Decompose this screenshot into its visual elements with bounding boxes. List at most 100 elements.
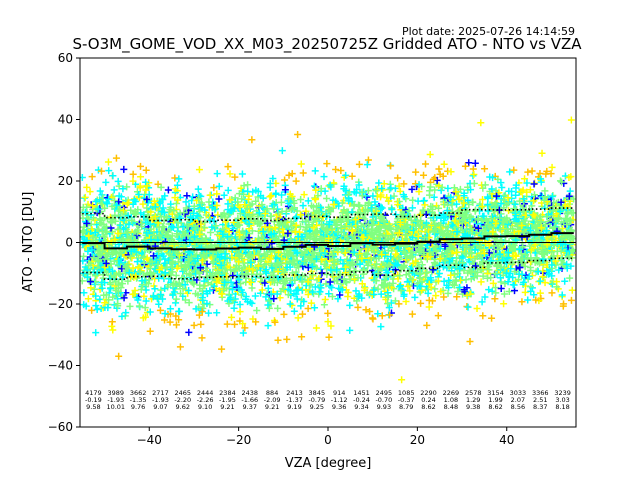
data-point	[244, 298, 252, 306]
data-point	[431, 285, 439, 293]
data-point	[196, 264, 204, 272]
data-point	[272, 235, 280, 243]
bin-stat-label: -0.19	[85, 396, 102, 404]
data-point	[422, 269, 430, 277]
data-point	[528, 271, 536, 279]
data-point	[382, 273, 390, 281]
data-point	[356, 260, 364, 268]
data-point	[311, 283, 319, 291]
data-point	[213, 309, 221, 317]
data-point	[302, 207, 310, 215]
data-point	[558, 178, 566, 186]
data-point	[206, 191, 214, 199]
bin-stat-label: 2578	[465, 389, 482, 397]
bin-stat-label: 2384	[219, 389, 236, 397]
data-point	[384, 263, 392, 271]
data-point	[372, 187, 380, 195]
data-point	[213, 278, 221, 286]
data-point	[284, 291, 292, 299]
data-point	[496, 214, 504, 222]
data-point	[565, 192, 573, 200]
y-tick-label: −60	[48, 420, 73, 434]
data-point	[146, 327, 154, 335]
data-point	[395, 229, 403, 237]
data-point	[541, 187, 549, 195]
data-point	[548, 261, 556, 269]
data-point	[564, 230, 572, 238]
lower-std-line	[82, 257, 574, 281]
data-point	[185, 328, 193, 336]
data-point	[400, 180, 408, 188]
data-point	[492, 289, 500, 297]
data-point	[440, 217, 448, 225]
data-point	[500, 300, 508, 308]
data-point	[491, 270, 499, 278]
data-point	[385, 197, 393, 205]
data-point	[521, 262, 529, 270]
bin-stat-label: 8.37	[533, 403, 547, 411]
data-point	[496, 237, 504, 245]
data-point	[358, 254, 366, 262]
bin-stat-label: 2438	[242, 389, 259, 397]
data-point	[206, 287, 214, 295]
data-point	[306, 233, 314, 241]
data-point	[98, 248, 106, 256]
data-point	[161, 316, 169, 324]
data-point	[221, 278, 229, 286]
data-point	[508, 188, 516, 196]
data-point	[429, 266, 437, 274]
data-point	[334, 295, 342, 303]
data-point	[331, 277, 339, 285]
data-point	[235, 276, 243, 284]
data-point	[466, 213, 474, 221]
data-point	[456, 273, 464, 281]
data-point	[161, 192, 169, 200]
data-point	[213, 170, 221, 178]
data-point	[198, 308, 206, 316]
data-point	[339, 260, 347, 268]
data-point	[274, 268, 282, 276]
data-point	[536, 277, 544, 285]
data-point	[324, 318, 332, 326]
bin-stat-label: 9.62	[176, 403, 190, 411]
data-point	[172, 299, 180, 307]
data-point	[325, 333, 333, 341]
data-point	[567, 296, 575, 304]
data-point	[374, 225, 382, 233]
data-point	[99, 232, 107, 240]
data-point	[569, 246, 576, 254]
data-point	[278, 191, 286, 199]
data-point	[125, 199, 133, 207]
data-point	[385, 222, 393, 230]
data-point	[479, 196, 487, 204]
bin-stat-label: 8.18	[555, 403, 569, 411]
data-point	[254, 262, 262, 270]
data-point	[224, 163, 232, 171]
data-point	[346, 326, 354, 334]
data-point	[195, 166, 203, 174]
data-point	[118, 265, 126, 273]
data-point	[272, 262, 280, 270]
data-point	[166, 305, 174, 313]
data-point	[270, 205, 278, 213]
data-point	[117, 255, 125, 263]
data-point	[172, 312, 180, 320]
data-point	[304, 197, 312, 205]
data-point	[227, 313, 235, 321]
data-point	[458, 219, 466, 227]
data-point	[172, 295, 180, 303]
data-point	[386, 311, 394, 319]
data-point	[543, 197, 551, 205]
data-point	[370, 233, 378, 241]
data-point	[274, 336, 282, 344]
data-point	[139, 314, 147, 322]
bin-stat-label: -2.20	[174, 396, 191, 404]
data-point	[534, 268, 542, 276]
data-point	[245, 251, 253, 259]
data-point	[404, 282, 412, 290]
data-point	[236, 210, 244, 218]
data-point	[80, 277, 86, 285]
data-point	[506, 168, 514, 176]
x-tick-label: −20	[226, 433, 251, 447]
data-point	[195, 195, 203, 203]
